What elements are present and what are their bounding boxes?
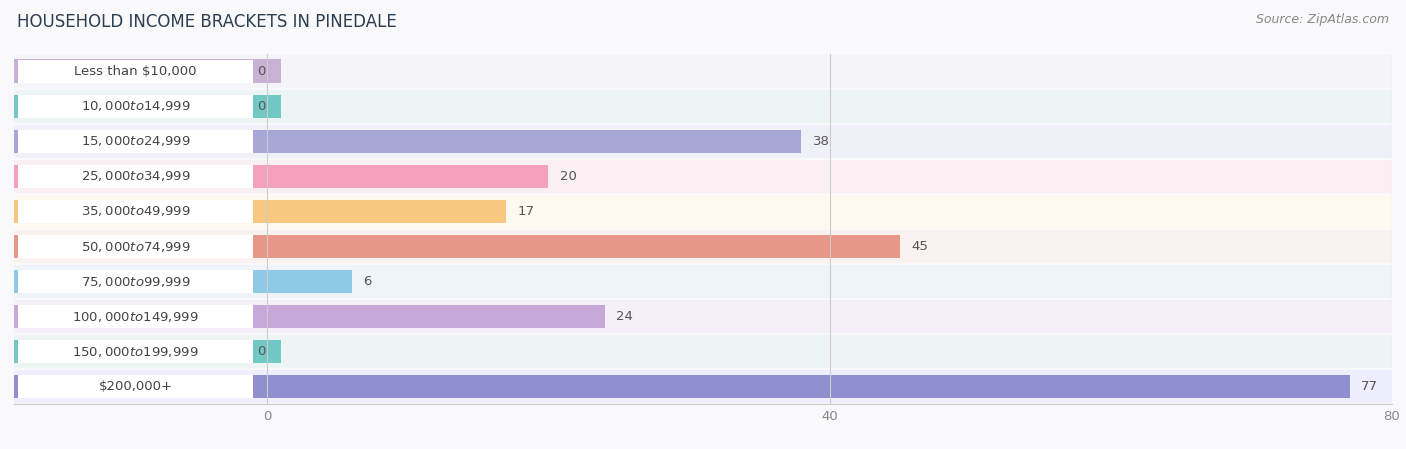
Text: $25,000 to $34,999: $25,000 to $34,999: [80, 169, 191, 184]
Bar: [14, 269, 352, 294]
Text: $50,000 to $74,999: $50,000 to $74,999: [80, 239, 191, 254]
Bar: [14, 90, 1392, 123]
Bar: [18, 60, 253, 83]
Bar: [18, 270, 253, 293]
Bar: [18, 165, 253, 188]
Text: $10,000 to $14,999: $10,000 to $14,999: [80, 99, 191, 114]
Text: $15,000 to $24,999: $15,000 to $24,999: [80, 134, 191, 149]
Text: 17: 17: [517, 205, 534, 218]
Text: $75,000 to $99,999: $75,000 to $99,999: [80, 274, 191, 289]
Text: $100,000 to $149,999: $100,000 to $149,999: [73, 309, 198, 324]
Bar: [18, 95, 253, 118]
Bar: [18, 235, 253, 258]
Bar: [14, 164, 548, 189]
Bar: [14, 129, 801, 154]
Bar: [14, 300, 1392, 333]
Bar: [14, 55, 1392, 88]
Text: $200,000+: $200,000+: [98, 380, 173, 393]
Text: 0: 0: [257, 345, 266, 358]
Text: $150,000 to $199,999: $150,000 to $199,999: [73, 344, 198, 359]
Bar: [14, 304, 605, 329]
Bar: [18, 305, 253, 328]
Bar: [14, 94, 281, 119]
Bar: [14, 195, 1392, 228]
Bar: [18, 200, 253, 223]
Text: $35,000 to $49,999: $35,000 to $49,999: [80, 204, 191, 219]
Text: 20: 20: [560, 170, 576, 183]
Bar: [14, 374, 1350, 399]
Text: 45: 45: [911, 240, 928, 253]
Bar: [14, 335, 1392, 368]
Bar: [14, 125, 1392, 158]
Text: 6: 6: [363, 275, 371, 288]
Text: HOUSEHOLD INCOME BRACKETS IN PINEDALE: HOUSEHOLD INCOME BRACKETS IN PINEDALE: [17, 13, 396, 31]
Text: 0: 0: [257, 100, 266, 113]
Bar: [18, 340, 253, 363]
Text: Source: ZipAtlas.com: Source: ZipAtlas.com: [1256, 13, 1389, 26]
Bar: [14, 160, 1392, 193]
Bar: [18, 130, 253, 153]
Bar: [14, 265, 1392, 298]
Bar: [18, 375, 253, 398]
Text: 38: 38: [813, 135, 830, 148]
Bar: [14, 370, 1392, 403]
Text: 24: 24: [616, 310, 633, 323]
Text: 77: 77: [1361, 380, 1378, 393]
Text: Less than $10,000: Less than $10,000: [75, 65, 197, 78]
Bar: [14, 339, 281, 364]
Bar: [14, 59, 281, 84]
Bar: [14, 234, 900, 259]
Bar: [14, 230, 1392, 263]
Bar: [14, 199, 506, 224]
Text: 0: 0: [257, 65, 266, 78]
